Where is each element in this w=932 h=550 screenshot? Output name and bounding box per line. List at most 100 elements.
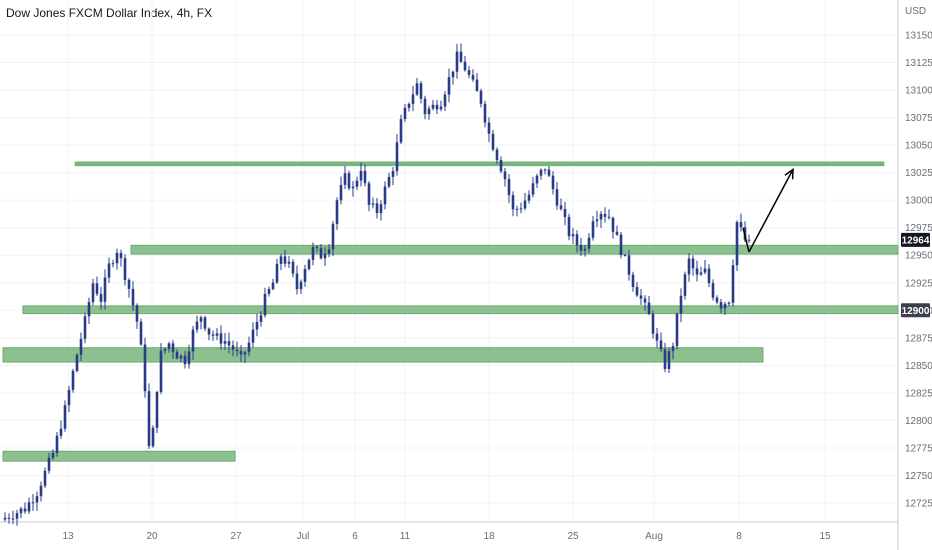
- candle-body: [599, 213, 603, 220]
- y-tick-label: 13075: [905, 113, 932, 124]
- candle-body: [175, 351, 179, 359]
- projection-arrowhead: [784, 167, 794, 180]
- candle-body: [259, 315, 263, 322]
- candle-body: [331, 223, 335, 250]
- candle-body: [219, 333, 223, 344]
- y-tick-label: 13025: [905, 168, 932, 179]
- candle-body: [655, 333, 659, 341]
- candle-body: [167, 343, 171, 349]
- candle-body: [227, 341, 231, 346]
- candle-body: [31, 502, 35, 504]
- candle-body: [387, 176, 391, 187]
- candle-body: [155, 391, 159, 428]
- candle-body: [323, 253, 327, 259]
- candle-body: [355, 180, 359, 187]
- candle-body: [351, 186, 355, 189]
- candle-body: [339, 184, 343, 201]
- currency-label: USD: [905, 6, 927, 17]
- candle-body: [423, 98, 427, 115]
- candle-body: [135, 305, 139, 322]
- candle-body: [123, 258, 127, 280]
- candle-body: [67, 389, 71, 406]
- candle-body: [415, 83, 419, 95]
- candle-body: [503, 171, 507, 180]
- candle-body: [583, 248, 587, 251]
- candle-body: [623, 255, 627, 257]
- candle-body: [531, 183, 535, 195]
- candle-body: [75, 354, 79, 372]
- candle-body: [383, 186, 387, 205]
- candle-body: [555, 189, 559, 206]
- candle-body: [563, 208, 567, 218]
- candle-body: [255, 321, 259, 330]
- candle-body: [99, 293, 103, 302]
- y-tick-label: 12875: [905, 333, 932, 344]
- y-tick-label: 13150: [905, 31, 932, 42]
- candle-body: [3, 517, 7, 520]
- candle-body: [299, 281, 303, 290]
- support-zone: [130, 244, 899, 255]
- candle-body: [191, 329, 195, 352]
- last-price-label: 12964: [902, 235, 930, 246]
- y-tick-label: 12950: [905, 251, 932, 262]
- candle-body: [427, 108, 431, 115]
- candle-body: [679, 295, 683, 314]
- candle-body: [315, 247, 319, 249]
- candle-body: [591, 221, 595, 238]
- candle-body: [495, 149, 499, 161]
- candle-body: [35, 496, 39, 503]
- y-tick-label: 12800: [905, 416, 932, 427]
- candle-body: [151, 427, 155, 447]
- candle-body: [187, 351, 191, 365]
- candle-body: [111, 263, 115, 265]
- candle-body: [651, 313, 655, 334]
- candle-body: [463, 61, 467, 71]
- candle-body: [367, 183, 371, 205]
- projection-arrow: [748, 168, 794, 253]
- candle-body: [327, 249, 331, 254]
- candle-body: [63, 405, 67, 429]
- candle-body: [547, 169, 551, 176]
- candle-body: [71, 371, 75, 390]
- x-tick-label: 8: [736, 531, 742, 542]
- candle-body: [15, 513, 19, 519]
- candle-body: [499, 160, 503, 172]
- candle-body: [635, 286, 639, 296]
- candle-body: [291, 261, 295, 274]
- candle-body: [215, 333, 219, 336]
- candle-body: [451, 71, 455, 78]
- candle-body: [267, 289, 271, 294]
- y-tick-label: 12925: [905, 278, 932, 289]
- candle-body: [403, 107, 407, 120]
- candle-body: [287, 261, 291, 264]
- candle-body: [643, 298, 647, 303]
- candle-body: [295, 273, 299, 290]
- y-tick-label: 12775: [905, 443, 932, 454]
- x-tick-label: 13: [62, 531, 74, 542]
- candle-body: [359, 170, 363, 181]
- x-tick-label: 20: [146, 531, 158, 542]
- candle-body: [607, 216, 611, 218]
- candle-body: [11, 518, 15, 520]
- candle-body: [627, 255, 631, 275]
- candle-body: [195, 321, 199, 330]
- candle-body: [671, 346, 675, 352]
- candle-body: [467, 70, 471, 75]
- candle-body: [479, 90, 483, 104]
- candle-body: [523, 200, 527, 209]
- candle-body: [163, 348, 167, 351]
- candle-body: [647, 302, 651, 314]
- y-tick-label: 12825: [905, 388, 932, 399]
- candle-body: [567, 217, 571, 237]
- y-tick-label: 12750: [905, 471, 932, 482]
- y-tick-label: 13050: [905, 141, 932, 152]
- candle-body: [735, 222, 739, 266]
- level-badge: [901, 303, 930, 318]
- candle-body: [471, 74, 475, 80]
- candle-body: [703, 268, 707, 273]
- x-tick-label: 27: [230, 531, 242, 542]
- candle-body: [347, 173, 351, 189]
- candle-body: [587, 237, 591, 249]
- candle-body: [311, 247, 315, 260]
